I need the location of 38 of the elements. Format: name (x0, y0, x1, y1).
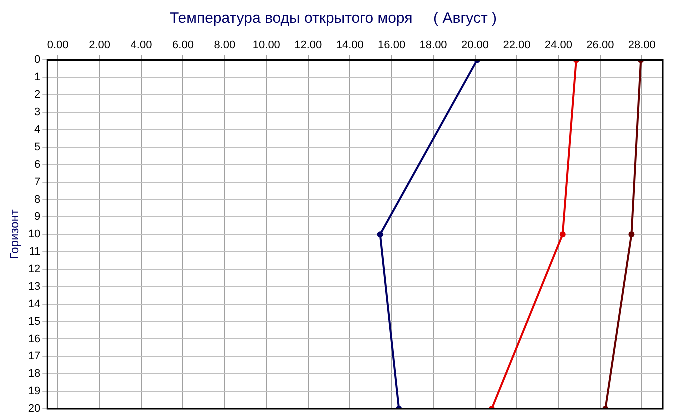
y-tick-label: 18 (28, 368, 41, 380)
y-tick-label: 17 (28, 350, 41, 363)
chart-title: Температура воды открытого моря ( Август ) (170, 10, 498, 28)
y-tick-label: 3 (34, 106, 41, 119)
y-tick-label: 5 (34, 141, 41, 154)
y-tick-label: 4 (34, 124, 41, 136)
y-tick-label: 14 (28, 298, 41, 310)
y-axis-title: Горизонт (8, 209, 22, 260)
x-tick-label: 22.00 (503, 40, 531, 52)
y-tick-label: 15 (28, 316, 41, 328)
x-tick-label: 26.00 (586, 40, 614, 52)
x-tick-label: 0.00 (47, 40, 69, 52)
x-tick-label: 28.00 (628, 40, 656, 52)
y-tick-label: 13 (28, 280, 41, 293)
y-tick-label: 12 (28, 264, 41, 276)
x-tick-label: 4.00 (130, 40, 152, 52)
x-tick-label: 18.00 (420, 40, 448, 52)
y-tick-label: 2 (34, 89, 41, 102)
y-tick-label: 0 (34, 54, 41, 66)
y-tick-label: 6 (34, 158, 41, 171)
x-tick-label: 6.00 (172, 40, 194, 52)
y-tick-label: 1 (34, 72, 41, 84)
x-tick-label: 20.00 (461, 40, 490, 52)
y-tick-label: 20 (28, 403, 41, 416)
x-tick-label: 10.00 (252, 40, 280, 52)
y-tick-label: 19 (28, 386, 41, 398)
x-tick-label: 16.00 (378, 40, 406, 52)
x-tick-label: 2.00 (89, 40, 110, 52)
y-tick-label: 8 (34, 194, 41, 206)
x-tick-label: 12.00 (294, 40, 322, 52)
x-tick-label: 24.00 (544, 40, 572, 52)
y-tick-label: 10 (28, 228, 41, 241)
y-tick-label: 9 (34, 211, 41, 224)
y-tick-label: 11 (29, 246, 41, 258)
x-tick-label: 8.00 (214, 40, 236, 52)
y-tick-label: 7 (34, 176, 41, 188)
x-tick-label: 14.00 (336, 40, 364, 52)
y-tick-label: 16 (28, 333, 41, 346)
